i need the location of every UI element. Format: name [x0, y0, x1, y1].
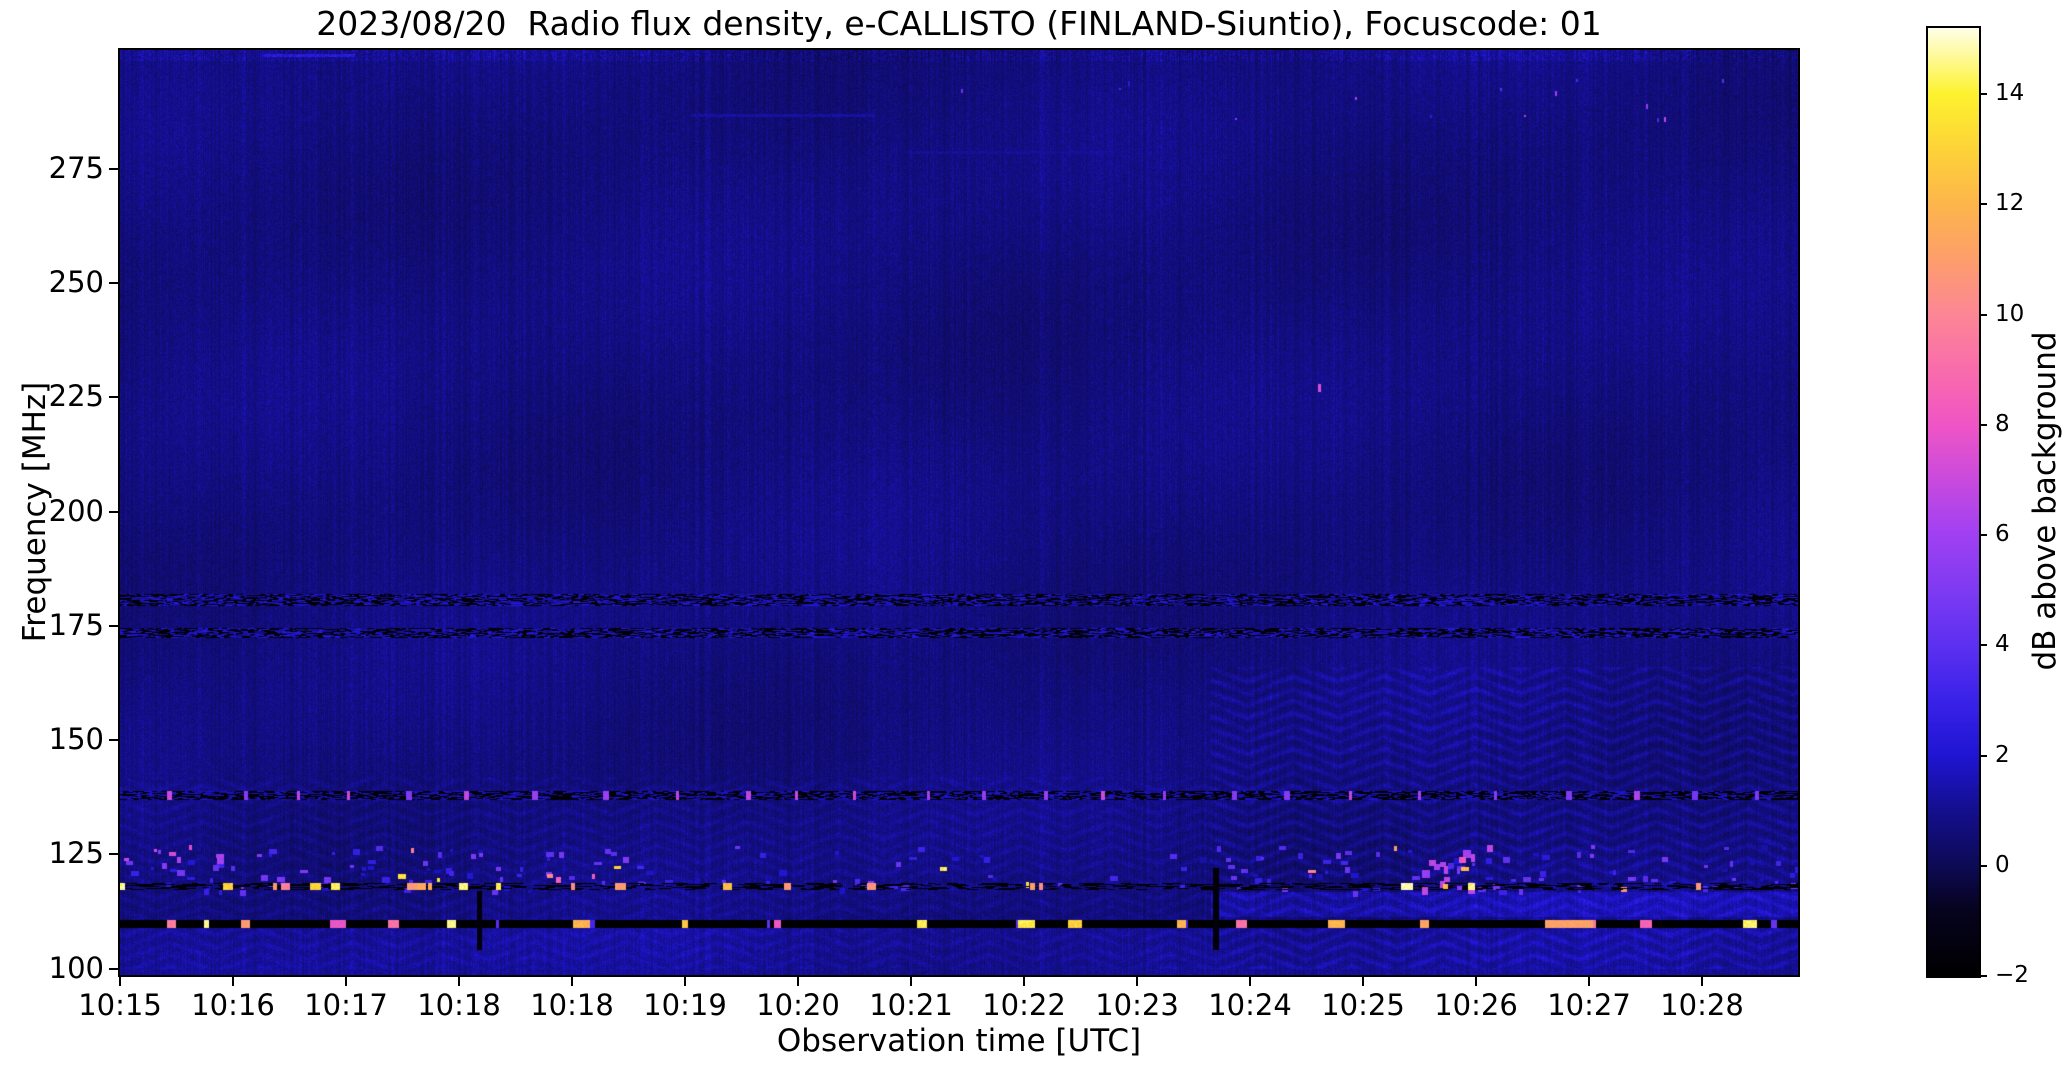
colorbar-tick-label: −2 — [1995, 962, 2029, 988]
y-tick-mark — [109, 853, 118, 856]
y-tick-mark — [109, 510, 118, 513]
x-tick-mark — [458, 977, 460, 986]
x-tick-label: 10:18 — [417, 988, 501, 1022]
y-tick-mark — [109, 739, 118, 742]
x-tick-mark — [345, 977, 347, 986]
y-tick-mark — [109, 396, 118, 399]
colorbar-tick-mark — [1979, 93, 1987, 96]
x-tick-label: 10:20 — [756, 988, 840, 1022]
x-tick-mark — [1475, 977, 1477, 986]
y-tick-label: 200 — [48, 493, 104, 528]
x-tick-mark — [1588, 977, 1590, 986]
x-tick-mark — [1362, 977, 1364, 986]
x-axis-label: Observation time [UTC] — [776, 1023, 1142, 1059]
y-tick-mark — [109, 282, 118, 285]
colorbar-tick-mark — [1979, 644, 1987, 647]
y-tick-mark — [109, 167, 118, 170]
x-tick-label: 10:25 — [1321, 988, 1405, 1022]
x-tick-mark — [797, 977, 799, 986]
y-tick-label: 125 — [48, 836, 104, 871]
x-tick-label: 10:15 — [78, 988, 162, 1022]
x-tick-mark — [1136, 977, 1138, 986]
spectrogram-heatmap — [120, 50, 1798, 975]
colorbar-tick-label: 14 — [1995, 80, 2025, 107]
x-tick-mark — [571, 977, 573, 986]
x-tick-label: 10:22 — [982, 988, 1066, 1022]
y-tick-label: 250 — [48, 265, 104, 300]
x-tick-mark — [910, 977, 912, 986]
colorbar-tick-mark — [1979, 754, 1987, 757]
colorbar-tick-label: 0 — [1995, 851, 2010, 878]
colorbar-label: dB above background — [2027, 331, 2063, 671]
colorbar-tick-mark — [1979, 313, 1987, 316]
x-tick-mark — [232, 977, 234, 986]
x-tick-label: 10:27 — [1547, 988, 1631, 1022]
colorbar-tick-label: 6 — [1995, 521, 2010, 548]
x-tick-label: 10:17 — [304, 988, 388, 1022]
colorbar-tick-label: 4 — [1995, 631, 2010, 658]
y-tick-label: 150 — [48, 722, 104, 757]
colorbar-tick-label: 10 — [1995, 300, 2025, 327]
x-tick-mark — [1249, 977, 1251, 986]
colorbar-tick-label: 12 — [1995, 190, 2025, 217]
x-tick-label: 10:18 — [530, 988, 614, 1022]
colorbar-tick-mark — [1979, 203, 1987, 206]
y-tick-label: 275 — [48, 150, 104, 185]
colorbar-tick-label: 8 — [1995, 410, 2010, 437]
figure-title: 2023/08/20 Radio flux density, e-CALLIST… — [316, 4, 1602, 43]
x-tick-mark — [1023, 977, 1025, 986]
y-tick-label: 100 — [48, 950, 104, 985]
x-tick-label: 10:23 — [1095, 988, 1179, 1022]
x-tick-label: 10:28 — [1660, 988, 1744, 1022]
colorbar-gradient — [1926, 26, 1981, 978]
x-tick-label: 10:21 — [869, 988, 953, 1022]
y-tick-label: 225 — [48, 379, 104, 414]
x-tick-mark — [684, 977, 686, 986]
colorbar-tick-mark — [1979, 975, 1987, 977]
x-tick-label: 10:19 — [643, 988, 727, 1022]
y-tick-label: 175 — [48, 607, 104, 642]
x-tick-mark — [1701, 977, 1703, 986]
colorbar-tick-mark — [1979, 534, 1987, 537]
x-tick-label: 10:26 — [1434, 988, 1518, 1022]
colorbar-tick-mark — [1979, 423, 1987, 426]
x-tick-mark — [119, 977, 121, 986]
x-tick-label: 10:16 — [191, 988, 275, 1022]
y-tick-mark — [109, 624, 118, 627]
y-tick-mark — [109, 967, 118, 970]
colorbar-tick-label: 2 — [1995, 741, 2010, 768]
colorbar-tick-mark — [1979, 864, 1987, 867]
x-tick-label: 10:24 — [1208, 988, 1292, 1022]
